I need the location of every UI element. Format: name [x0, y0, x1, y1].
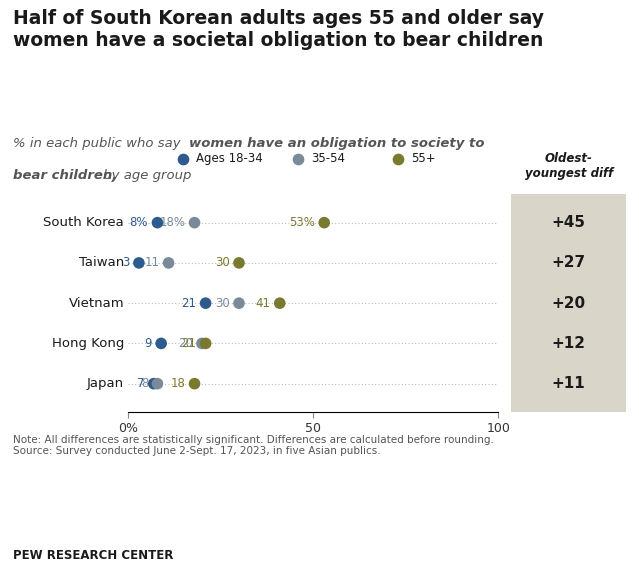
Text: 55+: 55+: [412, 152, 436, 165]
Text: Vietnam: Vietnam: [68, 297, 124, 309]
Point: [149, 379, 159, 388]
Text: women have an obligation to society to: women have an obligation to society to: [189, 137, 484, 150]
Text: 30: 30: [215, 256, 230, 269]
Point: [164, 259, 174, 268]
Text: 21: 21: [181, 337, 196, 350]
Text: Japan: Japan: [87, 377, 124, 390]
Point: [234, 299, 244, 308]
Point: [189, 379, 199, 388]
Point: [156, 339, 166, 348]
Text: by age group: by age group: [99, 169, 192, 182]
Point: [201, 339, 211, 348]
Text: 9: 9: [144, 337, 152, 350]
Text: +11: +11: [552, 376, 585, 391]
Text: +12: +12: [551, 336, 586, 351]
Text: % in each public who say: % in each public who say: [13, 137, 185, 150]
Text: 18: 18: [171, 377, 185, 390]
Point: [189, 218, 199, 227]
Point: [134, 259, 144, 268]
Text: South Korea: South Korea: [43, 216, 124, 229]
Point: [201, 299, 211, 308]
Text: 35-54: 35-54: [311, 152, 345, 165]
Point: [197, 339, 207, 348]
Text: 8%: 8%: [130, 216, 148, 229]
Text: Hong Kong: Hong Kong: [52, 337, 124, 350]
Text: +45: +45: [551, 215, 586, 230]
Text: PEW RESEARCH CENTER: PEW RESEARCH CENTER: [13, 549, 173, 562]
Text: 20: 20: [178, 337, 193, 350]
Text: Oldest-
youngest diff: Oldest- youngest diff: [525, 152, 613, 180]
Text: Taiwan: Taiwan: [79, 256, 124, 269]
Point: [152, 218, 162, 227]
Text: bear children,: bear children,: [13, 169, 117, 182]
Point: [275, 299, 285, 308]
Text: Ages 18-34: Ages 18-34: [196, 152, 263, 165]
Text: 21: 21: [181, 297, 196, 309]
Point: [152, 379, 162, 388]
Text: 7: 7: [137, 377, 144, 390]
Text: 53%: 53%: [289, 216, 315, 229]
Point: [319, 218, 329, 227]
Text: +27: +27: [551, 256, 586, 271]
Text: Note: All differences are statistically significant. Differences are calculated : Note: All differences are statistically …: [13, 435, 494, 456]
Text: 3: 3: [122, 256, 130, 269]
Text: Half of South Korean adults ages 55 and older say
women have a societal obligati: Half of South Korean adults ages 55 and …: [13, 9, 544, 50]
Point: [234, 259, 244, 268]
Text: 8: 8: [141, 377, 148, 390]
Text: 18%: 18%: [159, 216, 185, 229]
Text: 41: 41: [256, 297, 270, 309]
Text: +20: +20: [551, 296, 586, 311]
Text: 30: 30: [215, 297, 230, 309]
Text: 11: 11: [144, 256, 159, 269]
